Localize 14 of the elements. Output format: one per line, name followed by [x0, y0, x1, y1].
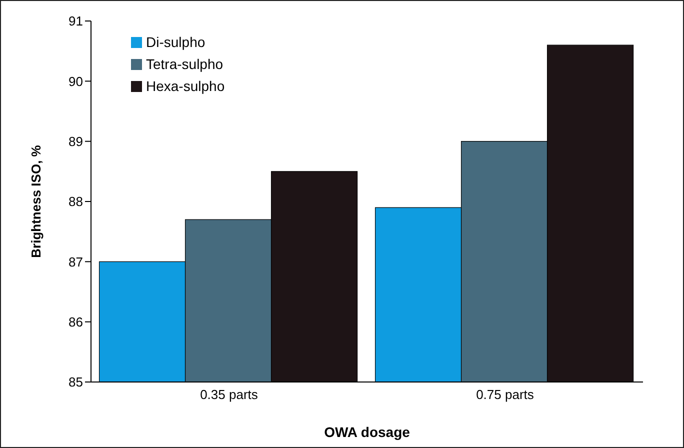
x-axis-title: OWA dosage: [324, 424, 410, 440]
legend-label: Tetra-sulpho: [146, 55, 224, 74]
y-tick-label: 85: [68, 374, 83, 390]
y-tick-label: 87: [68, 254, 83, 270]
y-tick-label: 88: [68, 194, 83, 210]
legend-label: Hexa-sulpho: [146, 77, 225, 96]
x-tick-label: 0.75 parts: [476, 387, 534, 402]
y-tick-label: 90: [68, 74, 83, 89]
x-tick-label: 0.35 parts: [200, 387, 258, 402]
y-tick-label: 91: [68, 14, 83, 29]
y-tick-label: 89: [68, 134, 83, 149]
y-axis-title: Brightness ISO, %: [28, 144, 44, 258]
y-tick-label: 86: [68, 314, 83, 330]
legend-label: Di-sulpho: [146, 33, 206, 52]
